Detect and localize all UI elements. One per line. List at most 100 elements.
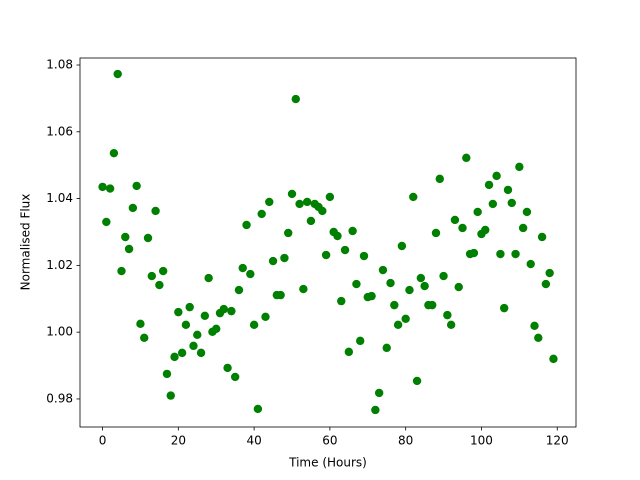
point	[526, 259, 535, 269]
point	[318, 206, 327, 216]
point	[507, 198, 516, 208]
point	[189, 341, 198, 351]
point	[409, 192, 418, 202]
point	[397, 241, 407, 251]
point	[462, 153, 471, 163]
point	[340, 245, 350, 255]
point	[333, 231, 342, 241]
y-tick-label: 1.06	[46, 124, 73, 138]
point	[390, 300, 399, 310]
point	[181, 320, 191, 330]
point	[136, 319, 145, 329]
point	[147, 271, 157, 281]
point	[124, 244, 134, 254]
point	[420, 281, 429, 291]
point	[325, 192, 335, 202]
point	[484, 180, 494, 190]
point	[280, 253, 289, 263]
point	[374, 388, 384, 398]
point	[356, 336, 365, 346]
point	[238, 263, 247, 273]
point	[230, 372, 240, 382]
point	[121, 232, 130, 242]
point	[234, 285, 244, 295]
point	[268, 256, 278, 266]
y-tick-label: 1.02	[46, 258, 73, 272]
point	[412, 376, 422, 386]
point	[158, 266, 168, 276]
x-tick-label: 20	[171, 434, 186, 448]
point	[295, 199, 304, 209]
point	[352, 279, 361, 289]
point	[128, 203, 138, 213]
point	[405, 285, 414, 295]
point	[284, 228, 293, 238]
point	[545, 268, 554, 278]
point	[321, 250, 331, 260]
point	[371, 405, 380, 415]
point	[302, 197, 312, 207]
x-tick-label: 120	[546, 434, 569, 448]
point	[515, 162, 524, 172]
point	[193, 330, 202, 340]
point	[200, 311, 210, 320]
point	[503, 185, 513, 195]
point	[223, 363, 232, 373]
point	[212, 324, 221, 334]
point	[541, 279, 551, 289]
point	[344, 347, 354, 357]
point	[499, 303, 509, 313]
point	[109, 148, 119, 158]
point	[242, 220, 251, 230]
point	[306, 216, 316, 226]
point	[469, 248, 479, 258]
point	[265, 197, 274, 207]
y-tick-label: 1.00	[46, 325, 73, 339]
point	[204, 273, 213, 283]
point	[177, 348, 187, 358]
point	[378, 265, 388, 275]
point	[511, 249, 520, 259]
point	[458, 223, 467, 233]
point	[454, 282, 463, 292]
point	[219, 304, 228, 314]
point	[435, 174, 444, 184]
y-tick-label: 1.04	[46, 191, 73, 205]
point	[450, 215, 460, 225]
x-tick-label: 100	[470, 434, 493, 448]
x-tick-label: 80	[398, 434, 413, 448]
point	[246, 269, 255, 279]
point	[367, 291, 376, 301]
point	[98, 182, 107, 192]
point	[518, 223, 528, 233]
point	[481, 225, 490, 235]
point	[488, 199, 498, 209]
point	[155, 280, 164, 290]
point	[359, 251, 369, 261]
point	[522, 207, 532, 217]
point	[249, 320, 259, 330]
point	[257, 209, 266, 219]
point	[492, 171, 501, 181]
y-tick-label: 0.98	[46, 391, 73, 405]
point	[174, 307, 183, 317]
y-axis-label: Normalised Flux	[19, 194, 33, 291]
point	[299, 284, 308, 294]
point	[276, 290, 285, 300]
point	[416, 273, 426, 283]
point	[113, 69, 122, 79]
point	[549, 354, 558, 364]
point	[185, 302, 194, 312]
point	[143, 233, 153, 243]
point	[431, 228, 441, 238]
point	[393, 320, 403, 330]
point	[117, 266, 126, 276]
axes-frame	[79, 57, 577, 428]
point	[132, 181, 141, 191]
y-tick-label: 1.08	[46, 58, 73, 72]
point	[105, 184, 115, 193]
point	[530, 321, 539, 331]
point	[534, 333, 543, 343]
